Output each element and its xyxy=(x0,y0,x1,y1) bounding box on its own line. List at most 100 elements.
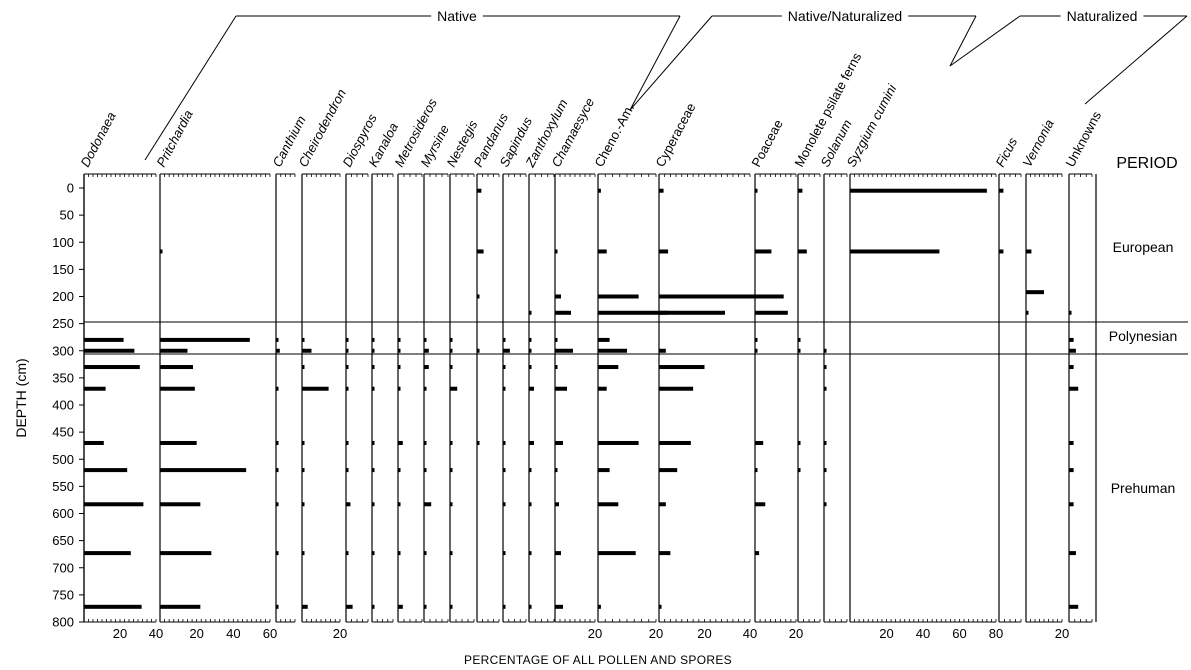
bar xyxy=(1026,310,1029,315)
y-tick-label: 0 xyxy=(67,181,74,196)
bar xyxy=(659,551,671,556)
bar xyxy=(555,386,567,391)
bar xyxy=(598,310,668,315)
group-bracket-line xyxy=(629,15,681,111)
column-vernonia: Vernonia 20 xyxy=(1019,117,1069,641)
bar xyxy=(84,337,124,342)
bar xyxy=(372,348,375,353)
x-tick-label: 20 xyxy=(333,626,347,641)
group-bracket-line xyxy=(1084,15,1188,105)
bar xyxy=(755,348,758,353)
bar xyxy=(372,386,375,391)
x-tick-label: 80 xyxy=(989,626,1003,641)
bar xyxy=(503,365,506,370)
bar xyxy=(824,468,827,473)
bar xyxy=(84,386,106,391)
bar xyxy=(555,365,558,370)
bar xyxy=(302,386,329,391)
taxon-label: Dodonaea xyxy=(77,109,118,169)
period-label: European xyxy=(1113,239,1174,255)
y-tick-label: 500 xyxy=(52,452,74,467)
column-kanaloa: Kanaloa xyxy=(365,120,401,623)
group-naturalized: Naturalized xyxy=(949,8,1188,105)
bar xyxy=(302,337,305,342)
bar xyxy=(372,551,375,556)
bar xyxy=(659,604,662,609)
bar xyxy=(598,249,607,254)
x-axis-label: PERCENTAGE OF ALL POLLEN AND SPORES xyxy=(464,653,732,667)
x-tick-label: 20 xyxy=(1055,626,1069,641)
bar xyxy=(302,468,305,473)
bar xyxy=(424,502,432,507)
x-tick-label: 60 xyxy=(952,626,966,641)
y-tick-label: 600 xyxy=(52,506,74,521)
bar xyxy=(398,386,401,391)
taxon-label: Vernonia xyxy=(1019,117,1056,170)
bar xyxy=(450,386,458,391)
bar xyxy=(529,468,532,473)
bar xyxy=(424,551,427,556)
taxon-label: Cheno.-Am. xyxy=(591,101,637,169)
bar xyxy=(755,440,764,445)
x-tick-label: 20 xyxy=(189,626,203,641)
bar xyxy=(276,468,279,473)
period-panel: PERIOD European Polynesian Prehuman xyxy=(84,155,1188,622)
bar xyxy=(555,348,573,353)
period-header: PERIOD xyxy=(1116,155,1177,172)
bar xyxy=(755,551,760,556)
column-cheno-am: Cheno.-Am. 20 xyxy=(591,101,668,641)
bar xyxy=(503,551,506,556)
period-label: Polynesian xyxy=(1109,328,1178,344)
bar xyxy=(598,551,636,556)
bar xyxy=(503,604,506,609)
bar xyxy=(503,502,506,507)
bar xyxy=(503,337,506,342)
group-bracket-line xyxy=(144,15,237,161)
y-tick-label: 300 xyxy=(52,343,74,358)
bar xyxy=(160,249,163,254)
bar xyxy=(755,294,784,299)
period-label: Prehuman xyxy=(1111,480,1176,496)
bar xyxy=(659,440,691,445)
bar xyxy=(302,440,305,445)
bar xyxy=(850,188,987,193)
bar xyxy=(398,468,401,473)
group-bracket-line xyxy=(949,15,1021,67)
x-tick-label: 20 xyxy=(879,626,893,641)
taxon-label: Cyperaceae xyxy=(652,100,698,169)
bar xyxy=(798,188,803,193)
bar xyxy=(555,337,558,342)
bar xyxy=(1069,551,1076,556)
bar xyxy=(659,188,664,193)
bar xyxy=(160,386,195,391)
x-tick-label: 20 xyxy=(697,626,711,641)
x-tick-label: 40 xyxy=(226,626,240,641)
bar xyxy=(598,386,607,391)
bar xyxy=(450,502,453,507)
bar xyxy=(529,551,532,556)
y-tick-label: 250 xyxy=(52,316,74,331)
bar xyxy=(1069,468,1074,473)
bar xyxy=(555,249,558,254)
taxon-label: Poaceae xyxy=(748,117,785,169)
bar xyxy=(1069,502,1074,507)
bar xyxy=(84,502,144,507)
bar xyxy=(160,440,197,445)
x-tick-label: 20 xyxy=(588,626,602,641)
group-native: Native xyxy=(144,8,681,161)
bar xyxy=(450,337,453,342)
bar xyxy=(450,468,453,473)
bar xyxy=(659,310,725,315)
bar xyxy=(398,604,403,609)
y-tick-label: 200 xyxy=(52,289,74,304)
bar xyxy=(276,502,279,507)
bar xyxy=(503,440,506,445)
bar xyxy=(346,365,349,370)
bar xyxy=(276,604,279,609)
bar xyxy=(276,551,279,556)
bar xyxy=(84,551,131,556)
bar xyxy=(302,502,305,507)
